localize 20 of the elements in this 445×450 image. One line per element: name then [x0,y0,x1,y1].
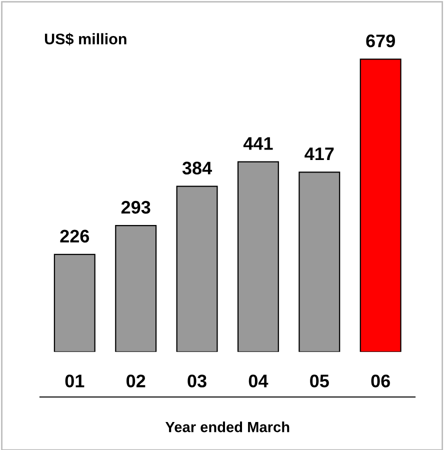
bar [360,58,402,352]
x-tick-label: 05 [310,374,329,388]
x-tick-label: 04 [248,374,268,388]
bar [237,161,279,352]
x-tick-label: 06 [371,374,390,388]
x-axis-title: Year ended March [165,422,290,432]
bar [54,254,96,352]
data-label: 679 [366,34,395,48]
bar [176,186,218,352]
data-label: 417 [304,148,334,160]
data-label: 441 [243,137,273,150]
bar [298,172,340,352]
data-label: 226 [60,230,90,243]
x-tick-label: 03 [188,374,206,388]
data-label: 384 [182,162,212,174]
bar [115,225,157,352]
x-tick-label: 02 [126,374,146,388]
x-tick-label: 01 [65,374,84,388]
y-axis-title: US$ million [44,32,126,46]
data-label: 293 [121,200,150,214]
